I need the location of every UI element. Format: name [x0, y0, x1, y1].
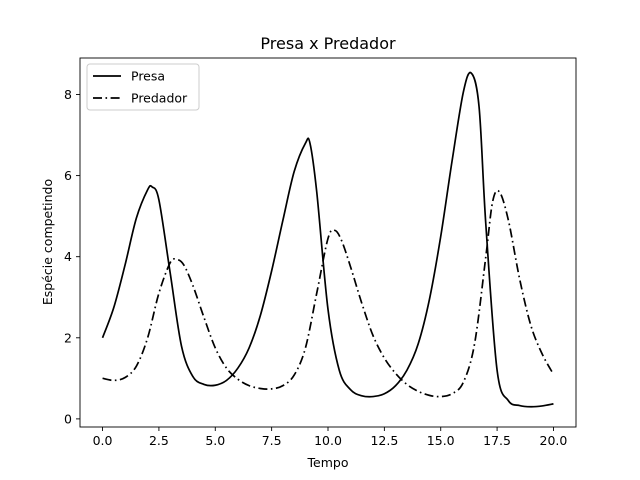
y-axis-label: Espécie competindo [40, 179, 55, 305]
plot-area: 0.0 2.5 5.0 7.5 10.0 12.5 15.0 17.5 20.0 0 2 4 6 8 Pre… [64, 57, 577, 448]
x-tick-label: 10.0 [314, 433, 342, 448]
legend-label-presa: Presa [131, 69, 165, 84]
chart-title: Presa x Predador [260, 34, 396, 53]
legend-label-predador: Predador [131, 91, 188, 106]
series-line-predador [102, 189, 555, 398]
x-tick-label: 15.0 [427, 433, 455, 448]
y-tick-label: 6 [64, 168, 72, 183]
y-tick-label: 2 [64, 330, 72, 345]
x-tick-label: 20.0 [540, 433, 568, 448]
series-line-presa [101, 71, 554, 408]
x-tick-label: 5.0 [205, 433, 225, 448]
y-tick-label: 4 [64, 249, 72, 264]
x-tick-label: 2.5 [149, 433, 169, 448]
x-tick-label: 7.5 [262, 433, 282, 448]
x-tick-label: 12.5 [370, 433, 398, 448]
x-tick-label: 17.5 [483, 433, 511, 448]
y-tick-label: 0 [64, 411, 72, 426]
y-tick-label: 8 [64, 87, 72, 102]
x-tick-label: 0.0 [93, 433, 113, 448]
x-axis-label: Tempo [307, 455, 349, 470]
